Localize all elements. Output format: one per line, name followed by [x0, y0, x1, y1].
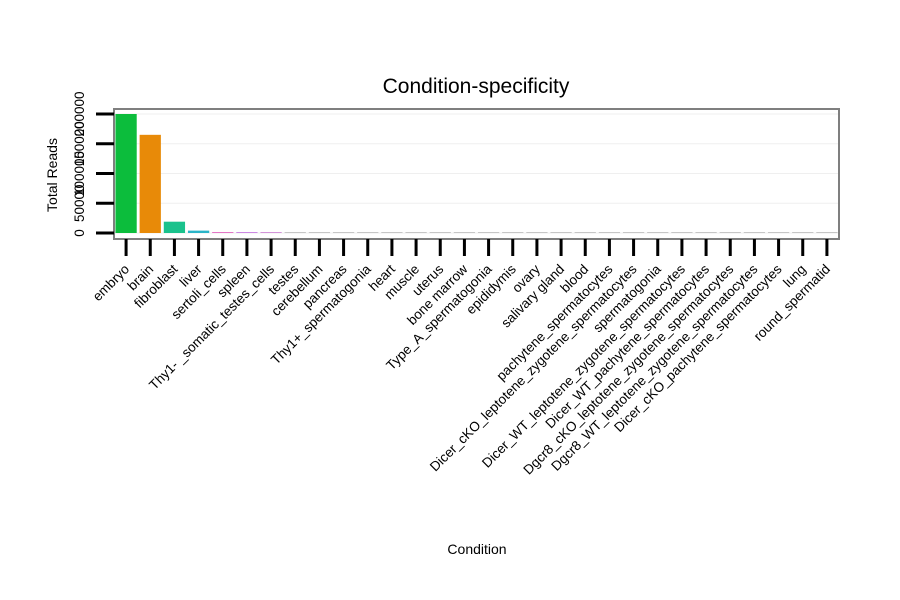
bar-round-spermatid: [816, 232, 838, 233]
bar-lung: [792, 232, 814, 233]
chart-title: Condition-specificity: [383, 75, 570, 98]
bar-liver: [187, 230, 210, 233]
bar-dicer-cko-leptotene-zygotene-spermatocytes: [622, 232, 645, 233]
bar-fibroblast: [163, 221, 186, 233]
y-axis-title: Total Reads: [44, 138, 60, 212]
plot-area: 050000100000150000200000embryobrainfibro…: [72, 91, 840, 477]
y-tick-label: 50000: [72, 184, 87, 222]
bar-blood: [574, 232, 596, 233]
bar-spermatogonia: [647, 232, 669, 233]
bar-spleen: [236, 232, 258, 233]
bar-ovary: [526, 232, 548, 233]
bar-uterus: [429, 232, 451, 233]
x-axis-title: Condition: [447, 541, 506, 557]
bar-thy1-spermatogonia: [357, 232, 379, 233]
bar-pancreas: [332, 232, 355, 233]
bar-cerebellum: [308, 232, 331, 233]
bar-salivary-gland: [550, 232, 572, 233]
bar-type-a-spermatogonia: [477, 232, 500, 233]
bar-dicer-wt-leptotene-zygotene-spermatocytes: [671, 232, 693, 233]
y-tick-label: 100000: [72, 151, 87, 196]
bar-muscle: [405, 232, 427, 233]
bar-pachytene-spermatocytes: [598, 232, 621, 233]
bar-embryo: [115, 114, 137, 233]
bar-bone-marrow: [453, 232, 476, 233]
y-tick-label: 150000: [72, 121, 87, 166]
bar-sertoli-cells: [212, 232, 234, 233]
bar-testes: [284, 232, 306, 233]
bar-dicer-cko-pachytene-spermatocytes: [767, 232, 790, 233]
bar-dicer-wt-pachytene-spermatocytes: [695, 232, 717, 233]
y-tick-label: 0: [72, 229, 87, 237]
bar-brain: [139, 134, 161, 233]
y-tick-label: 200000: [72, 91, 87, 136]
bar-epididymis: [502, 232, 524, 233]
bar-thy1-somatic-testes-cells: [260, 232, 282, 233]
bar-heart: [381, 232, 403, 233]
bar-dgcr8-wt-leptotene-zygotene-spermatocytes: [743, 232, 766, 233]
bar-dgcr8-cko-leptotene-zygotene-spermatocytes: [719, 232, 741, 233]
